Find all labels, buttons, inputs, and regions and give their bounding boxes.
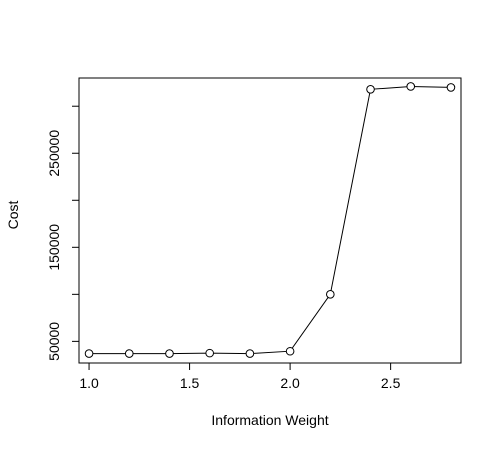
data-point-marker [84, 349, 94, 358]
series-line [89, 85, 451, 355]
y-tick-label: 150000 [46, 224, 62, 271]
x-axis: 1.0 1.5 2.0 2.5 [79, 363, 401, 391]
data-point-marker [205, 348, 214, 358]
x-tick-label: 2.5 [381, 375, 401, 391]
data-point-marker [326, 290, 335, 299]
plot-frame [78, 77, 462, 364]
data-point-marker [446, 83, 456, 92]
x-tick-label: 2.0 [280, 375, 300, 391]
data-point-marker [124, 349, 134, 358]
data-point-marker [406, 82, 416, 91]
x-tick-label: 1.0 [79, 375, 99, 391]
x-axis-title: Information Weight [211, 412, 328, 428]
data-point-marker [245, 349, 255, 358]
y-axis: 50000 150000 250000 [46, 105, 79, 361]
x-tick-label: 1.5 [180, 375, 200, 391]
series-layer [84, 82, 456, 358]
data-point-marker [285, 346, 295, 356]
y-tick-label: 250000 [46, 130, 62, 177]
y-tick-label: 50000 [46, 322, 62, 361]
data-point-marker [366, 84, 375, 94]
y-axis-title: Cost [5, 201, 21, 230]
data-point-marker [165, 349, 174, 358]
